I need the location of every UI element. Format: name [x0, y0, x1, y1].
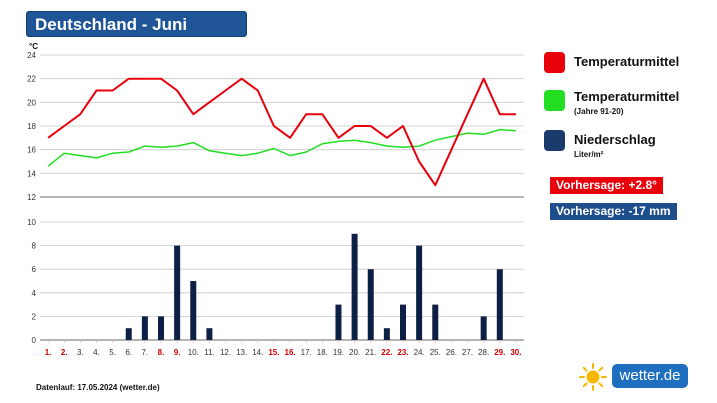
- precipitation-bar: [158, 316, 164, 340]
- x-tick-label: 9.: [174, 348, 181, 357]
- precipitation-bars: [125, 233, 503, 340]
- rain-tick-label: 8: [32, 242, 37, 251]
- x-tick-label: 24.: [414, 348, 425, 357]
- temp-tick-label: 20: [27, 98, 36, 107]
- x-tick-label: 13.: [236, 348, 247, 357]
- x-tick-label: 17.: [301, 348, 312, 357]
- x-tick-label: 27.: [462, 348, 473, 357]
- legend-swatch-temperature-normal: [544, 90, 565, 111]
- x-tick-label: 8.: [158, 348, 165, 357]
- forecast-precipitation: Vorhersage: -17 mm: [550, 203, 677, 220]
- x-tick-label: 15.: [268, 348, 279, 357]
- precipitation-bar: [383, 328, 390, 340]
- x-tick-label: 3.: [77, 348, 84, 357]
- x-tick-label: 1.: [45, 348, 52, 357]
- precipitation-bar: [400, 304, 406, 340]
- forecast-temperature: Vorhersage: +2.8°: [550, 177, 663, 194]
- rain-tick-label: 0: [32, 336, 37, 345]
- x-tick-label: 10.: [188, 348, 199, 357]
- temp-tick-label: 16: [27, 146, 36, 155]
- legend-label-precipitation: Niederschlag: [574, 132, 656, 147]
- temp-tick-label: 14: [27, 169, 36, 178]
- precipitation-bar: [367, 269, 374, 340]
- x-tick-label: 28.: [478, 348, 489, 357]
- x-tick-label: 23.: [397, 348, 408, 357]
- temp-tick-label: 22: [27, 75, 36, 84]
- x-tick-label: 22.: [381, 348, 392, 357]
- precipitation-bar: [125, 328, 132, 340]
- rain-tick-label: 2: [32, 312, 37, 321]
- x-tick-label: 7.: [142, 348, 149, 357]
- x-tick-label: 11.: [204, 348, 215, 357]
- x-tick-label: 6.: [125, 348, 132, 357]
- x-tick-label: 2.: [61, 348, 68, 357]
- temperature-unit-label: °C: [29, 42, 38, 51]
- x-tick-label: 20.: [349, 348, 360, 357]
- rain-tick-label: 10: [27, 218, 36, 227]
- temperature-normal-line: [47, 128, 516, 167]
- temp-tick-label: 18: [27, 122, 36, 131]
- precipitation-bar: [190, 281, 197, 340]
- data-run-footer: Datenlauf: 17.05.2024 (wetter.de): [36, 383, 160, 392]
- precipitation-grid: 0 2 4 6 8 10: [27, 218, 524, 345]
- rain-tick-label: 6: [32, 265, 37, 274]
- x-tick-label: 18.: [317, 348, 328, 357]
- x-tick-label: 14.: [252, 348, 263, 357]
- x-tick-label: 26.: [446, 348, 457, 357]
- precipitation-bar: [351, 233, 358, 340]
- x-tick-label: 19.: [333, 348, 344, 357]
- temperature-lines: [47, 77, 516, 187]
- temp-tick-label: 12: [27, 193, 36, 202]
- x-tick-label: 25.: [430, 348, 441, 357]
- temperature-grid: 12 14 16 18 20 22 24: [27, 51, 524, 202]
- precipitation-bar: [174, 245, 181, 340]
- temp-tick-label: 24: [27, 51, 36, 60]
- precipitation-bar: [335, 304, 342, 340]
- precipitation-bar: [496, 269, 503, 340]
- legend-sub-precipitation: Liter/m²: [574, 150, 604, 159]
- precipitation-bar: [480, 316, 487, 340]
- precipitation-bar: [206, 328, 213, 340]
- x-tick-label: 30.: [510, 348, 521, 357]
- x-tick-label: 21.: [365, 348, 376, 357]
- precipitation-bar: [432, 304, 439, 340]
- precipitation-bar: [416, 245, 423, 340]
- rain-tick-label: 4: [32, 289, 37, 298]
- x-axis-labels: 1. 2. 3. 4. 5. 6. 7. 8. 9. 10. 11. 12. 13. 14. 15. 16. 1…: [45, 348, 522, 357]
- precipitation-bar: [141, 316, 148, 340]
- sun-icon: [579, 363, 607, 391]
- legend-sub-temperature-normal: (Jahre 91-20): [574, 107, 624, 116]
- x-tick-label: 16.: [285, 348, 296, 357]
- page-title: Deutschland - Juni: [26, 11, 247, 37]
- x-tick-label: 5.: [109, 348, 116, 357]
- x-tick-label: 4.: [93, 348, 100, 357]
- legend-swatch-precipitation: [544, 130, 565, 151]
- x-tick-label: 29.: [494, 348, 505, 357]
- legend-label-temperature-normal: Temperaturmittel: [574, 89, 680, 104]
- wetter-logo: wetter.de: [612, 364, 688, 388]
- x-tick-label: 12.: [220, 348, 231, 357]
- legend-swatch-temperature: [544, 52, 565, 73]
- legend-label-temperature: Temperaturmittel: [574, 54, 680, 69]
- temperature-line: [47, 77, 516, 187]
